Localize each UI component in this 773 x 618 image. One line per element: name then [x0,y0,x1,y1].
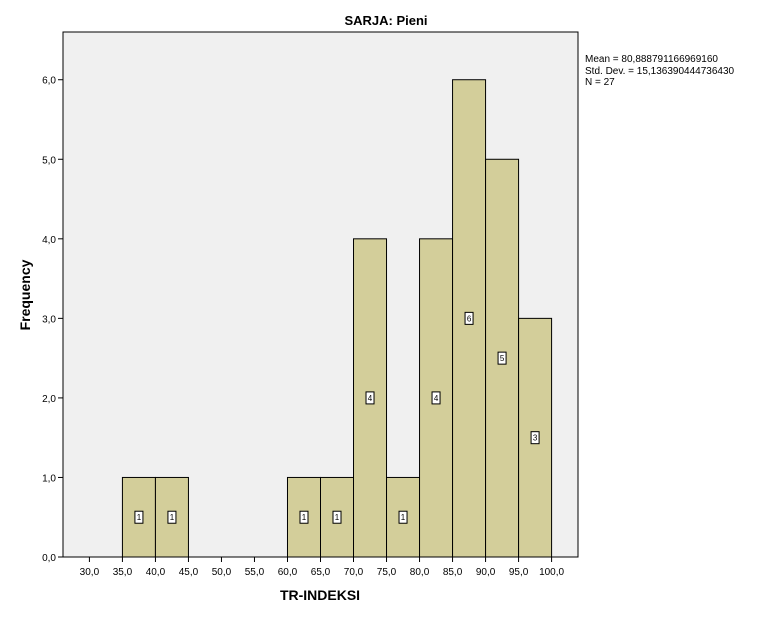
x-axis: 30,0 35,0 40,0 45,0 50,0 55,0 60,0 65,0 70,0 75,0… [80,557,565,578]
data-label-box [365,391,375,405]
x-tick-label: 55,0 [245,567,265,578]
data-label: 1 [335,513,340,522]
x-tick-label: 95,0 [509,567,529,578]
data-label-box [497,351,507,365]
x-tick-label: 65,0 [311,567,331,578]
y-tick-label: 6,0 [42,76,56,87]
x-tick-label: 90,0 [476,567,496,578]
data-label: 1 [401,513,406,522]
bars-group: 1 1 1 1 4 1 4 6 5 3 [121,79,553,558]
data-label-box [299,510,309,524]
x-tick-label: 80,0 [410,567,430,578]
stats-std-dev: Std. Dev. = 15,136390444736430 [585,66,735,77]
data-label-box [431,391,441,405]
data-label: 6 [467,314,472,323]
data-label-box [167,510,177,524]
x-tick-label: 100,0 [539,567,564,578]
data-label: 3 [533,434,538,443]
stats-n: N = 27 [585,77,615,88]
y-axis-title: Frequency [17,259,33,330]
x-tick-label: 30,0 [80,567,100,578]
chart-title: SARJA: Pieni [344,13,427,28]
y-tick-label: 5,0 [42,155,56,166]
y-tick-label: 2,0 [42,394,56,405]
x-tick-label: 75,0 [377,567,397,578]
y-tick-label: 4,0 [42,235,56,246]
x-tick-label: 45,0 [179,567,199,578]
x-tick-label: 85,0 [443,567,463,578]
statistics-box: Mean = 80,888791166969160 Std. Dev. = 15… [585,54,735,88]
stats-mean: Mean = 80,888791166969160 [585,54,718,65]
data-label: 1 [137,513,142,522]
x-tick-label: 40,0 [146,567,166,578]
data-label: 1 [302,513,307,522]
data-label-box [134,510,144,524]
data-label-box [332,510,342,524]
x-tick-label: 35,0 [113,567,133,578]
y-tick-label: 3,0 [42,314,56,325]
data-label: 4 [368,394,373,403]
data-label: 4 [434,394,439,403]
data-label-box [398,510,408,524]
x-tick-label: 50,0 [212,567,232,578]
y-axis: 0,0 1,0 2,0 3,0 4,0 5,0 6,0 [42,76,63,564]
data-label-box [530,431,540,445]
x-tick-label: 70,0 [344,567,364,578]
data-label: 5 [500,354,505,363]
y-tick-label: 1,0 [42,473,56,484]
x-tick-label: 60,0 [278,567,298,578]
y-tick-label: 0,0 [42,553,56,564]
data-label: 1 [170,513,175,522]
data-label-box [464,311,474,325]
x-axis-title: TR-INDEKSI [280,587,360,603]
